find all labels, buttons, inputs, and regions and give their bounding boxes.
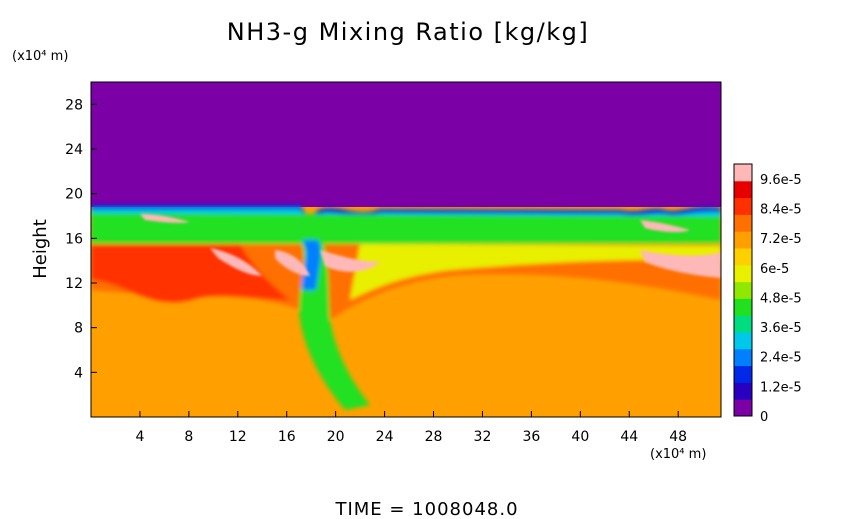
pink-patch-right <box>640 250 721 278</box>
x-axis-unit: (x10⁴ m) <box>650 447 706 462</box>
colorbar-swatch <box>734 180 752 199</box>
colorbar-swatch <box>734 382 752 400</box>
plot-frame <box>90 81 722 418</box>
x-tick-label: 32 <box>474 429 492 445</box>
colorbar-swatch <box>734 197 752 215</box>
y-tick-label: 4 <box>74 365 83 381</box>
y-axis-unit: (x10⁴ m) <box>12 49 68 64</box>
colorbar-labels: 9.6e-5 8.4e-5 7.2e-5 6e-5 4.8e-5 3.6e-5 2.4e-5… <box>760 173 802 425</box>
y-tick-label: 24 <box>65 142 83 158</box>
colorbar-swatches <box>734 164 752 417</box>
colorbar-swatch <box>734 365 752 383</box>
colorbar-label: 4.8e-5 <box>760 291 802 306</box>
colorbar-swatch <box>734 264 752 283</box>
x-tick-label: 40 <box>571 429 589 445</box>
pink-patch-center <box>320 250 380 272</box>
colorbar-swatch <box>734 231 752 249</box>
time-label: TIME = 1008048.0 <box>334 499 518 519</box>
y-tick-label: 20 <box>65 187 83 203</box>
colorbar-label: 8.4e-5 <box>760 202 802 217</box>
colorbar-frame <box>733 163 753 417</box>
heatmap-field <box>91 82 721 417</box>
colorbar-swatch <box>734 332 752 350</box>
x-tick-label: 36 <box>522 429 540 445</box>
colorbar-label: 9.6e-5 <box>760 173 802 188</box>
x-tick-label: 8 <box>184 429 193 445</box>
plume-green <box>299 240 370 410</box>
colorbar-swatch <box>734 281 752 299</box>
y-tick-label: 28 <box>65 97 83 113</box>
x-tick-label: 20 <box>327 429 345 445</box>
mid-yellow-right <box>350 244 721 300</box>
colorbar-swatch <box>734 399 752 417</box>
x-tick-label: 44 <box>620 429 638 445</box>
y-ticks: 4 8 12 16 20 24 28 <box>65 97 97 381</box>
pink-patch-upper-right <box>640 220 690 233</box>
y-tick-label: 16 <box>65 231 83 247</box>
field-upper-empty <box>91 82 721 207</box>
x-tick-label: 24 <box>376 429 394 445</box>
colorbar-swatch <box>734 315 752 333</box>
upper-green-layer <box>91 213 721 246</box>
x-tick-label: 28 <box>425 429 443 445</box>
colorbar-swatch <box>734 214 752 232</box>
mid-red-left <box>91 244 290 303</box>
x-tick-label: 16 <box>278 429 296 445</box>
colorbar-label: 1.2e-5 <box>760 380 802 395</box>
colorbar-label: 0 <box>760 410 768 425</box>
colorbar-label: 3.6e-5 <box>760 321 802 336</box>
y-tick-label: 8 <box>74 321 83 337</box>
colorbar-label: 7.2e-5 <box>760 232 802 247</box>
colorbar-swatch <box>734 248 752 266</box>
pink-patch-upper-left <box>140 214 190 223</box>
pink-patch-left <box>210 248 262 276</box>
y-axis-label: Height <box>30 219 51 279</box>
plume-blue <box>301 240 321 290</box>
y-tick-label: 12 <box>65 276 83 292</box>
x-tick-label: 48 <box>669 429 687 445</box>
x-tick-label: 12 <box>229 429 247 445</box>
colorbar-label: 6e-5 <box>760 262 789 277</box>
x-ticks: 4 8 12 16 20 24 28 32 36 40 44 48 <box>135 411 687 445</box>
colorbar-label: 2.4e-5 <box>760 351 802 366</box>
x-tick-label: 4 <box>135 429 144 445</box>
colorbar-swatch <box>734 348 752 367</box>
chart-title: NH3-g Mixing Ratio [kg/kg] <box>227 18 589 46</box>
colorbar: 9.6e-5 8.4e-5 7.2e-5 6e-5 4.8e-5 3.6e-5 2.4e-5… <box>733 163 802 425</box>
pink-patch-plume <box>275 250 310 276</box>
colorbar-swatch <box>734 298 752 316</box>
colorbar-swatch <box>734 164 752 182</box>
